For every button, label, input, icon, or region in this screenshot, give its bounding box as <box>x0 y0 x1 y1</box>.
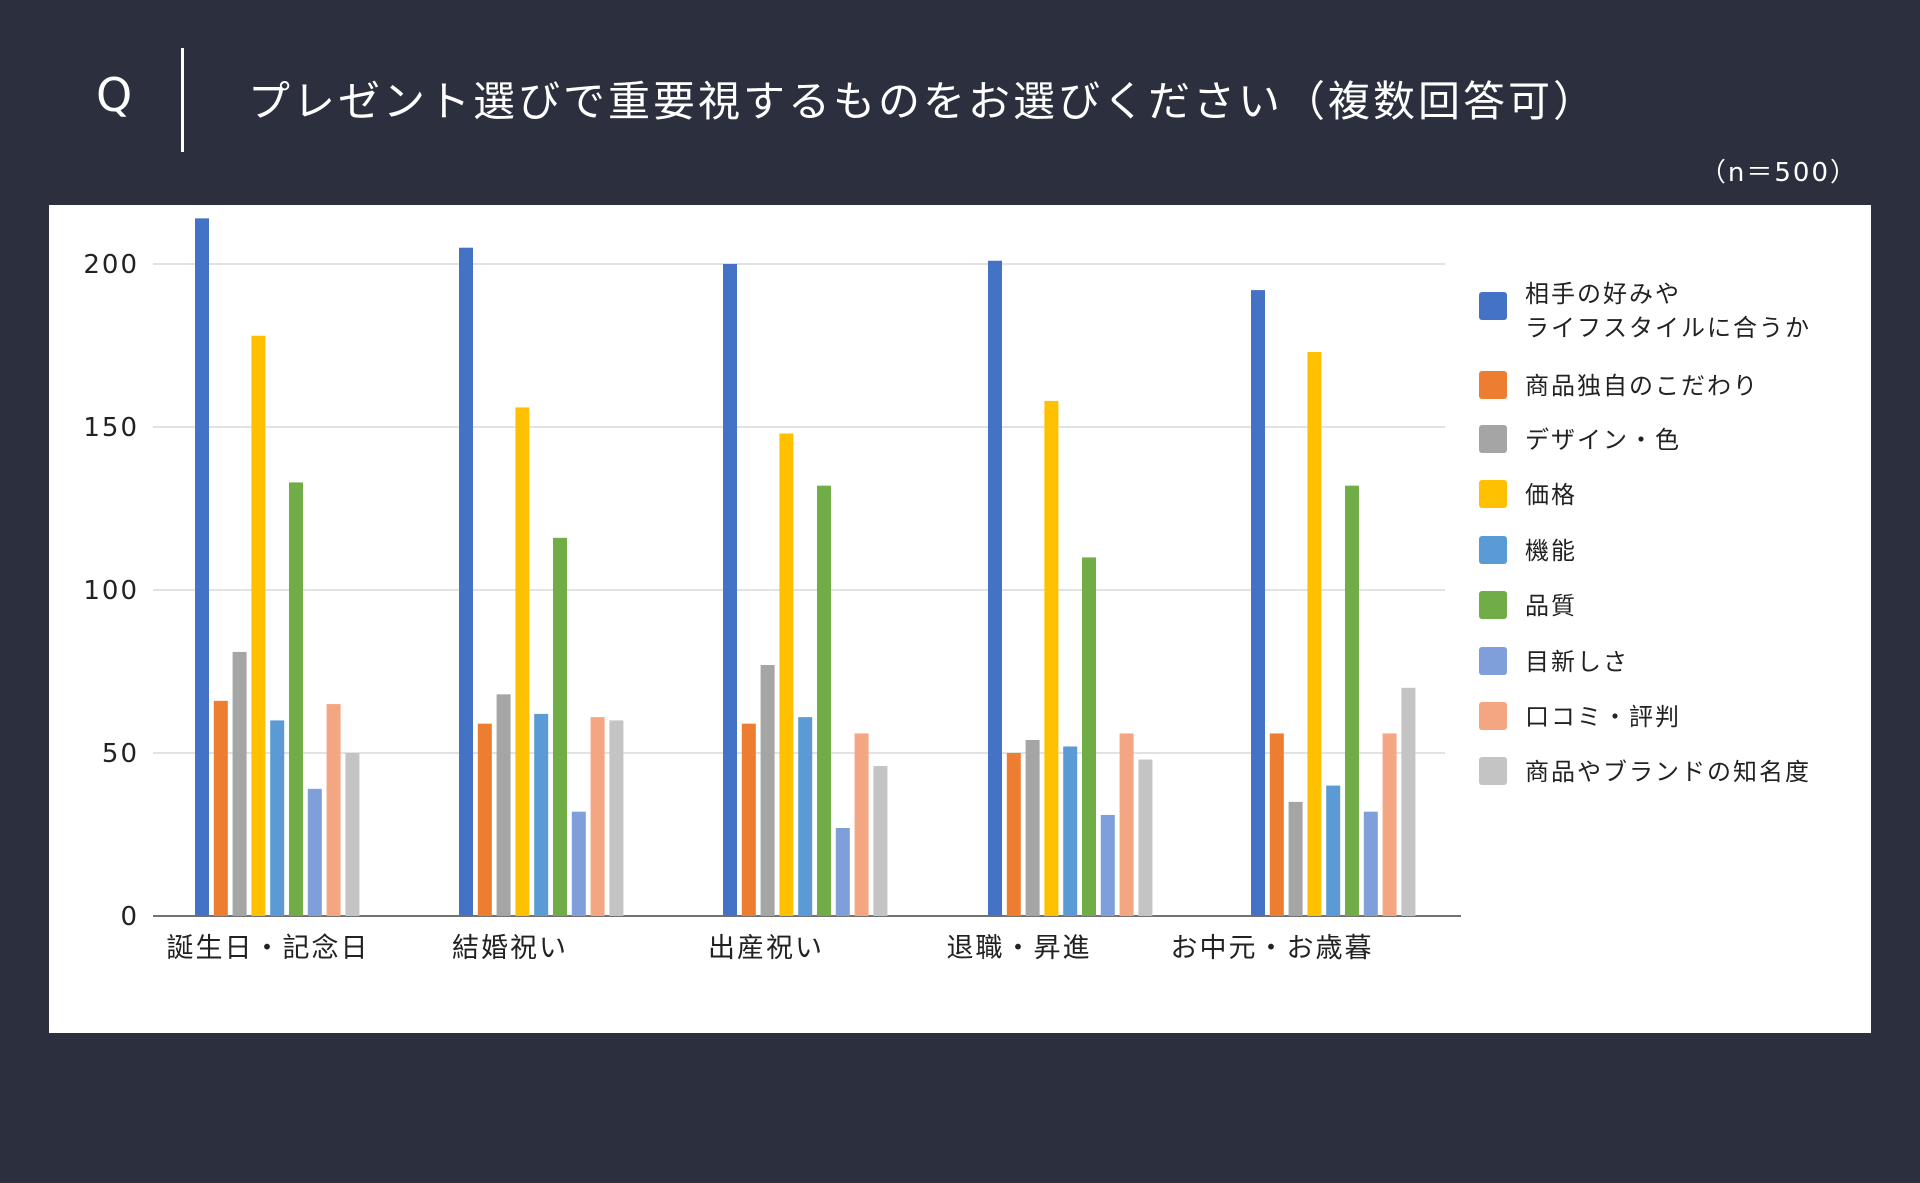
bar-3-6 <box>817 485 831 916</box>
bar-1-8 <box>326 704 341 916</box>
bar-1-6 <box>289 482 303 916</box>
bar-3-7 <box>835 827 850 916</box>
bar-5-8 <box>1382 733 1397 916</box>
bar-2-1 <box>459 247 473 916</box>
bar-3-4 <box>779 433 794 916</box>
bar-4-6 <box>1082 557 1096 916</box>
bar-2-7 <box>571 811 586 916</box>
bar-5-6 <box>1345 485 1359 916</box>
bar-2-4 <box>515 407 530 916</box>
legend-label: 機能 <box>1525 537 1577 565</box>
y-tick-label: 150 <box>83 413 139 443</box>
x-category-label: 退職・昇進 <box>947 933 1092 964</box>
legend-label: デザイン・色 <box>1525 426 1681 454</box>
legend-swatch <box>1479 757 1507 785</box>
bar-4-2 <box>1006 753 1021 916</box>
bar-4-7 <box>1100 814 1115 916</box>
legend-label: 商品独自のこだわり <box>1525 372 1759 400</box>
y-tick-label: 50 <box>102 739 139 769</box>
bar-2-6 <box>553 537 567 916</box>
bar-chart: 0 50 100 150 200 誕生日・記念日 結婚祝い 出産祝い 退職・昇進 お中元・お歳暮 相… <box>83 218 1811 964</box>
header-divider <box>181 48 184 152</box>
bar-4-5 <box>1063 746 1078 916</box>
legend-swatch <box>1479 702 1507 730</box>
y-tick-label: 200 <box>83 250 139 280</box>
x-category-label: 結婚祝い <box>452 933 568 964</box>
bar-5-7 <box>1363 811 1378 916</box>
legend-label: 価格 <box>1525 481 1577 509</box>
legend-swatch <box>1479 591 1507 619</box>
bar-1-2 <box>213 700 228 916</box>
legend-label: 商品やブランドの知名度 <box>1525 758 1811 786</box>
bar-2-5 <box>534 713 549 916</box>
legend-swatch <box>1479 371 1507 399</box>
y-tick-label: 0 <box>120 902 139 932</box>
legend-swatch <box>1479 647 1507 675</box>
legend-label: 品質 <box>1525 592 1577 620</box>
bar-3-3 <box>760 664 775 916</box>
bar-3-1 <box>723 264 737 916</box>
bar-5-1 <box>1251 290 1265 916</box>
bar-3-5 <box>798 717 813 916</box>
legend-label: 目新しさ <box>1525 648 1629 676</box>
bar-3-8 <box>854 733 869 916</box>
bar-4-1 <box>988 260 1002 916</box>
bar-5-4 <box>1307 352 1322 916</box>
x-category-label: お中元・お歳暮 <box>1171 933 1374 964</box>
bar-5-3 <box>1288 801 1303 916</box>
bar-1-9 <box>345 753 360 916</box>
legend-label: 相手の好みやライフスタイルに合うか <box>1525 280 1811 342</box>
page-title: プレゼント選びで重要視するものをお選びください（複数回答可） <box>248 77 1599 126</box>
y-tick-label: 100 <box>83 576 139 606</box>
bar-1-7 <box>307 788 322 916</box>
bar-2-3 <box>496 694 511 916</box>
bar-1-3 <box>232 651 247 916</box>
bar-3-9 <box>873 766 888 916</box>
bar-5-5 <box>1326 785 1341 916</box>
bar-4-8 <box>1119 733 1134 916</box>
question-marker: Q <box>96 68 135 122</box>
bar-4-3 <box>1025 739 1040 916</box>
sample-size-label: （n＝500） <box>1699 158 1858 188</box>
bar-1-1 <box>195 218 209 917</box>
bar-5-9 <box>1401 687 1416 916</box>
x-category-label: 出産祝い <box>708 933 824 964</box>
brand-logo-underline <box>1721 1179 1851 1183</box>
bar-4-4 <box>1044 400 1059 916</box>
bar-3-2 <box>741 723 756 916</box>
brand-logo: abien <box>1721 1127 1851 1183</box>
legend-swatch <box>1479 425 1507 453</box>
legend-label: 口コミ・評判 <box>1525 703 1681 731</box>
bar-1-5 <box>270 720 285 916</box>
legend-swatch <box>1479 480 1507 508</box>
bar-2-2 <box>477 723 492 916</box>
bar-2-9 <box>609 720 624 916</box>
legend-swatch <box>1479 292 1507 320</box>
chart-panel: 0 50 100 150 200 誕生日・記念日 結婚祝い 出産祝い 退職・昇進 お中元・お歳暮 相… <box>49 205 1871 1183</box>
bar-5-2 <box>1269 733 1284 916</box>
legend-swatch <box>1479 536 1507 564</box>
bar-1-4 <box>251 335 266 917</box>
x-category-label: 誕生日・記念日 <box>167 933 370 964</box>
brand-logo-text: abien <box>1722 1124 1850 1175</box>
bar-2-8 <box>590 717 605 916</box>
bar-4-9 <box>1138 759 1153 916</box>
